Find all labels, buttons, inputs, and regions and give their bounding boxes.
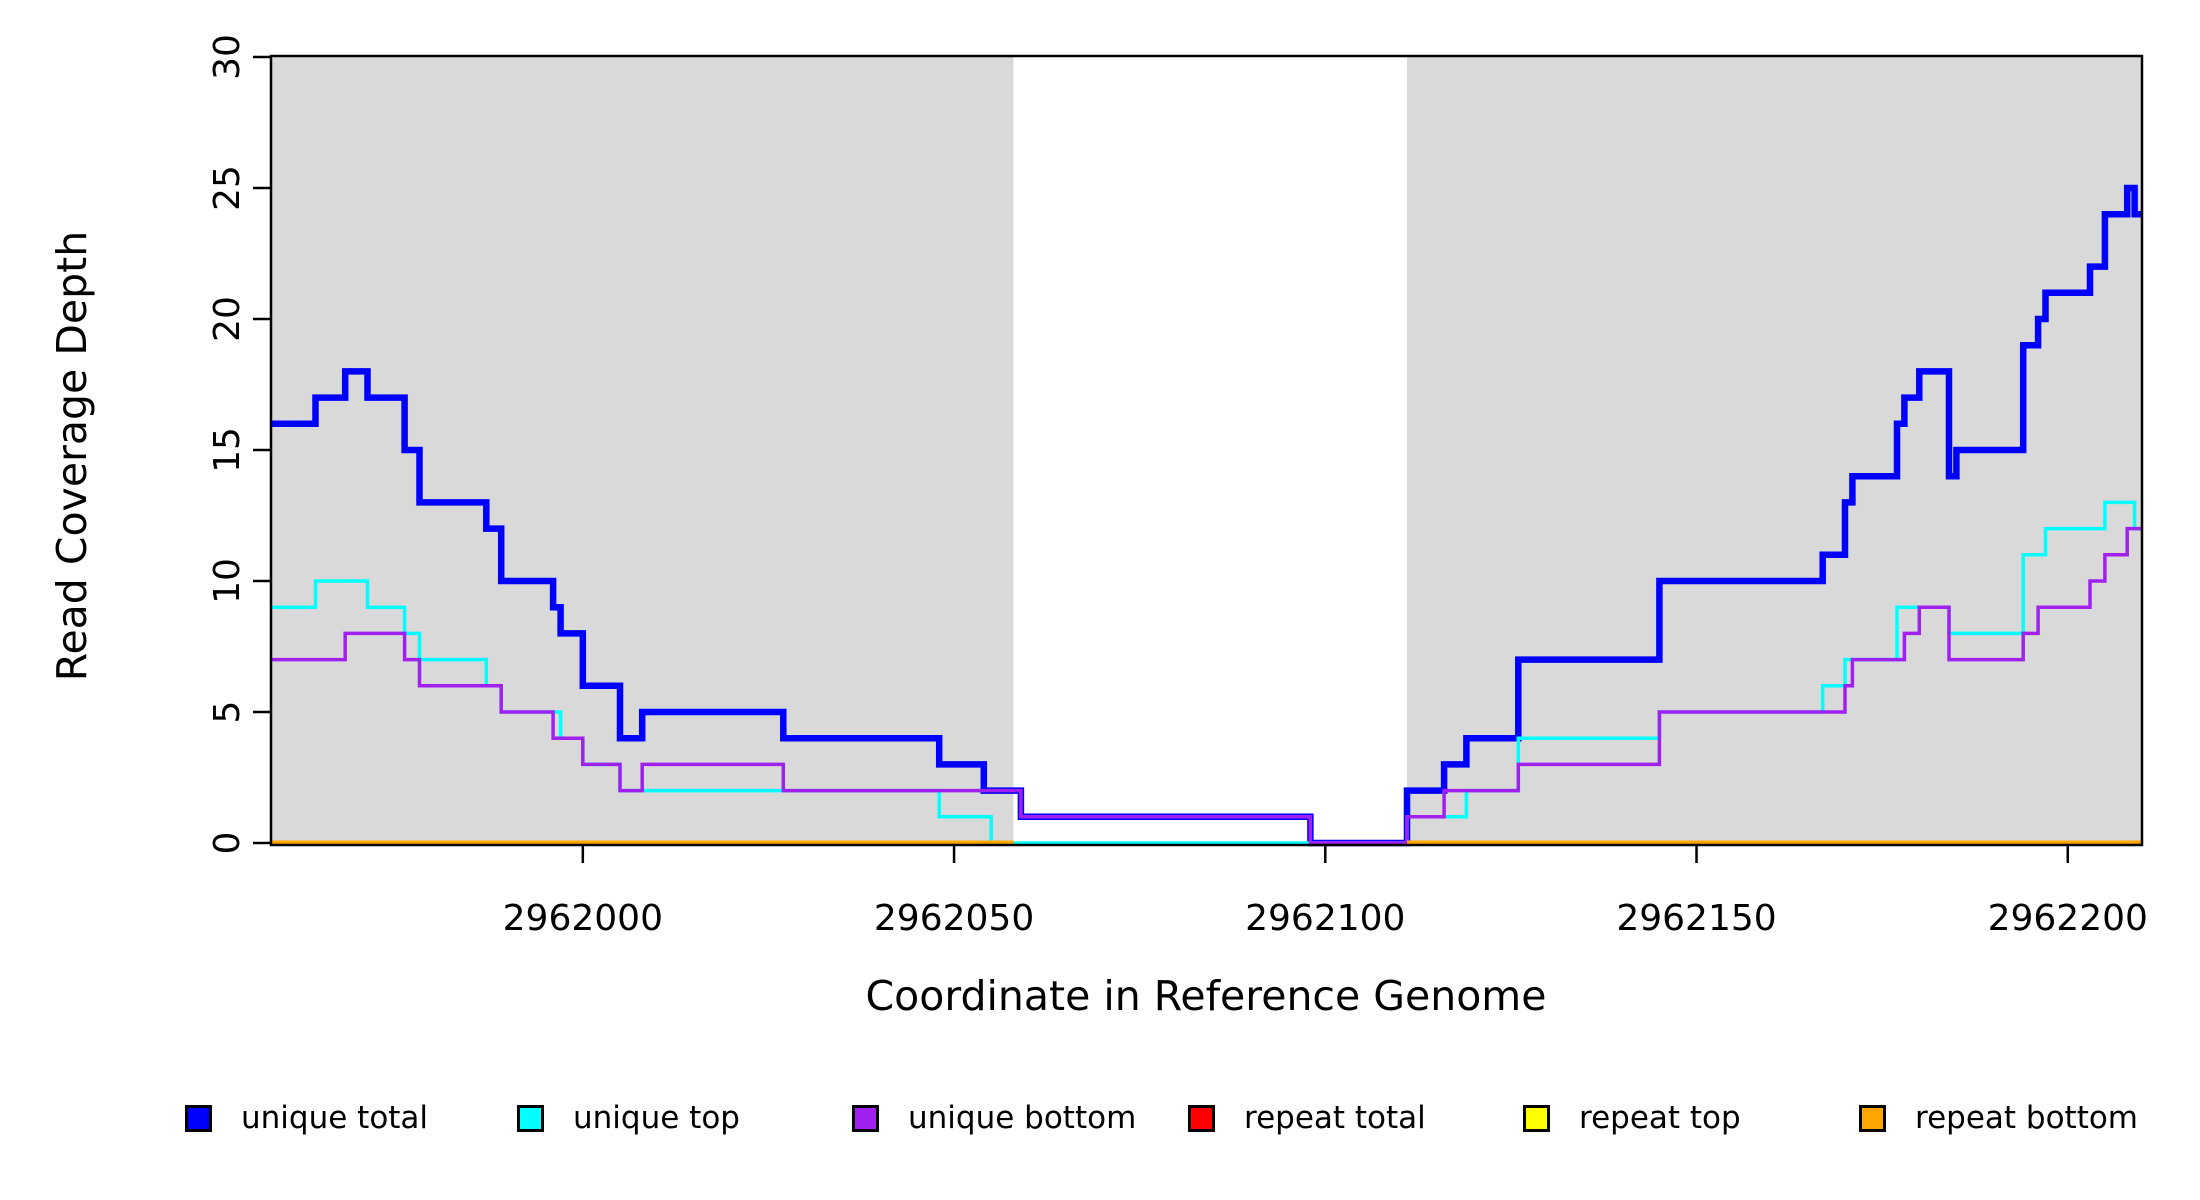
y-tick-label: 20 [207, 296, 248, 342]
unique-top-swatch-icon [517, 1104, 544, 1132]
series-unique-bottom [271, 526, 2142, 845]
legend-item-repeat-total: repeat total [1188, 1098, 1426, 1138]
y-tick-label: 25 [207, 165, 248, 211]
repeat-bottom-swatch-icon [1859, 1104, 1886, 1132]
series-lines [271, 184, 2142, 847]
y-axis-ticks: 0 5 10 15 20 25 30 [207, 34, 271, 854]
series-unique-total [271, 184, 2142, 847]
legend-item-repeat-bottom: repeat bottom [1859, 1098, 2138, 1138]
legend-item-label: unique bottom [908, 1100, 1137, 1136]
legend-item-unique-bottom: unique bottom [852, 1098, 1136, 1138]
legend-item-label: unique total [241, 1100, 429, 1136]
legend-item-label: repeat top [1579, 1100, 1741, 1136]
x-tick-label: 2962200 [1988, 898, 2148, 939]
unique-bottom-swatch-icon [852, 1104, 879, 1132]
x-tick-label: 2962100 [1245, 898, 1405, 939]
legend: unique total unique top unique bottom re… [0, 1098, 2200, 1148]
unique-total-swatch-icon [185, 1104, 212, 1132]
x-tick-label: 2962000 [503, 898, 663, 939]
y-tick-label: 5 [207, 701, 248, 724]
legend-item-label: unique top [573, 1100, 740, 1136]
y-tick-label: 0 [207, 832, 248, 855]
y-axis-title: Read Coverage Depth [48, 230, 96, 682]
x-axis-ticks: 2962000 2962050 2962100 2962150 2962200 [503, 845, 2148, 939]
legend-item-unique-top: unique top [517, 1098, 740, 1138]
x-tick-label: 2962150 [1616, 898, 1776, 939]
legend-item-repeat-top: repeat top [1523, 1098, 1741, 1138]
y-tick-label: 10 [207, 558, 248, 604]
y-tick-label: 30 [207, 34, 248, 80]
repeat-total-swatch-icon [1188, 1104, 1215, 1132]
legend-item-label: repeat total [1244, 1100, 1426, 1136]
repeat-top-swatch-icon [1523, 1104, 1550, 1132]
legend-item-label: repeat bottom [1915, 1100, 2139, 1136]
y-tick-label: 15 [207, 427, 248, 473]
x-tick-label: 2962050 [874, 898, 1034, 939]
x-axis-title: Coordinate in Reference Genome [865, 972, 1547, 1020]
legend-item-unique-total: unique total [185, 1098, 428, 1138]
